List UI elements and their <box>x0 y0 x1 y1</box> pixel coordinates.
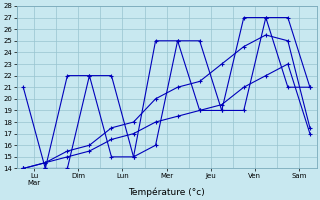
X-axis label: Température (°c): Température (°c) <box>128 187 205 197</box>
